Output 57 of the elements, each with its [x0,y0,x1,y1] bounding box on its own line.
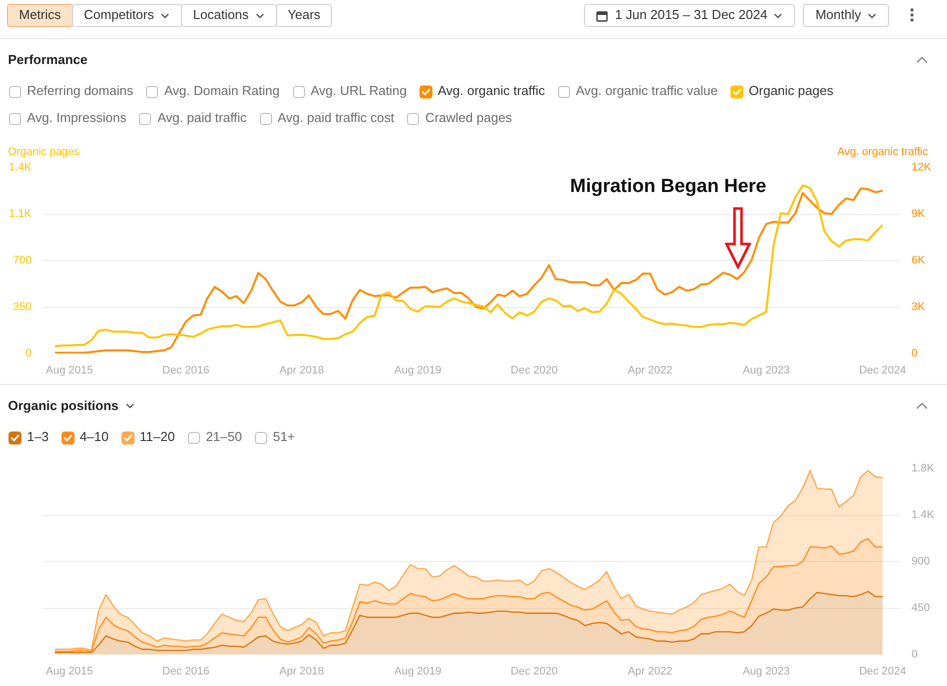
legend-label: Organic pages [748,82,834,100]
chart-title: Organic positions [8,398,119,414]
annotation: Migration Began Here [570,176,766,198]
y-axis-title: Organic pages [8,145,80,159]
x-tick-label: Dec 2016 [162,666,210,678]
x-tick-label: Dec 2020 [510,666,558,678]
y-tick-label: 1.4K [8,162,32,174]
text: Avg. URL Rating [310,82,407,100]
x-tick-label: Aug 2015 [46,364,94,376]
text: Crawled pages [425,109,512,128]
text: Avg. organic traffic value [576,82,718,100]
y-tick-label: 1.1K [8,208,32,220]
button: 1 Jun 2015 – 31 Dec 2024 [584,4,796,27]
x-tick-label: Aug 2019 [394,364,442,376]
text: Avg. Domain Rating [164,82,280,100]
text: 21–50 [206,428,242,446]
y2-tick-label: 9K [912,208,926,220]
y2-tick-label: 6K [912,254,926,266]
legend-label: 4–10 [80,428,109,446]
text: Avg. Impressions [27,109,126,128]
legend-label: 11–20 [140,428,175,446]
y2-tick-label: 900 [912,556,930,568]
x-tick-label: Apr 2022 [628,666,672,678]
button: Monthly [803,4,889,27]
text: Referring domains [27,82,134,100]
y2-tick-label: 450 [912,602,930,614]
button: Metrics [7,4,73,27]
y2-tick-label: 3K [912,301,926,313]
x-tick-label: Aug 2023 [742,364,790,376]
text: Avg. paid traffic [157,109,247,128]
chart-title: Performance [8,52,88,68]
y-tick-label: 0 [25,348,32,360]
legend-label: 1–3 [27,428,49,446]
x-tick-label: Apr 2018 [279,666,324,678]
text: 51+ [272,428,296,446]
legend-label: Avg. organic traffic [438,82,545,100]
text: Avg. paid traffic cost [278,109,394,128]
y2-axis-title: Avg. organic traffic [837,145,928,159]
y-tick-label: 350 [13,301,32,313]
y2-tick-label: 1.8K [912,462,935,474]
x-tick-label: Aug 2019 [394,666,442,678]
x-tick-label: Dec 2024 [859,364,906,376]
button: Years [276,4,332,27]
x-tick-label: Aug 2015 [46,666,94,678]
x-tick-label: Dec 2020 [510,364,558,376]
x-tick-label: Apr 2018 [279,364,324,376]
y2-tick-label: 0 [912,648,918,660]
y2-tick-label: 0 [912,348,918,360]
y2-tick-label: 1.4K [912,509,935,521]
button: Locations [180,4,277,27]
button: Competitors [72,4,182,27]
x-tick-label: Dec 2024 [859,666,906,678]
y2-tick-label: 12K [912,162,932,174]
y-tick-label: 700 [13,254,32,266]
x-tick-label: Aug 2023 [742,666,790,678]
x-tick-label: Apr 2022 [628,364,672,376]
x-tick-label: Dec 2016 [162,364,210,376]
